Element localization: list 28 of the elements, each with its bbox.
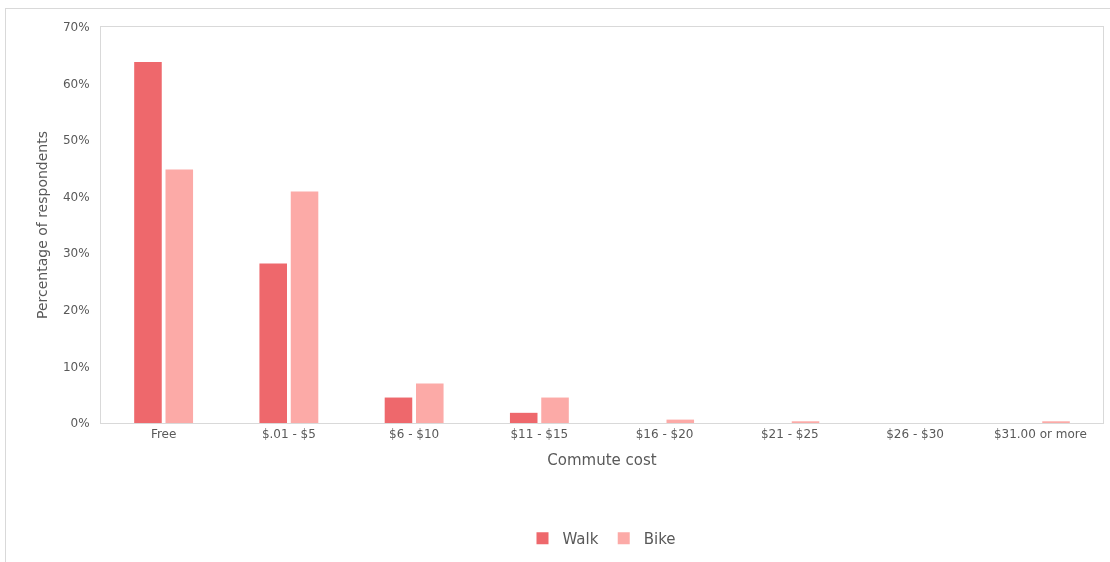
y-tick-label: 60% bbox=[62, 76, 90, 91]
y-tick-label: 70% bbox=[62, 20, 90, 35]
bar bbox=[290, 191, 319, 423]
x-tick-label: $.01 - $5 bbox=[261, 427, 316, 442]
bar bbox=[509, 412, 538, 423]
x-tick-label: $26 - $30 bbox=[886, 427, 945, 442]
x-tick-label: $31.00 or more bbox=[993, 427, 1087, 442]
bar bbox=[134, 62, 162, 423]
x-tick-label: Free bbox=[150, 427, 177, 442]
y-axis-title: Percentage of respondents bbox=[33, 131, 50, 319]
y-tick-label: 10% bbox=[62, 359, 90, 374]
bar bbox=[416, 383, 444, 423]
bar bbox=[384, 397, 413, 423]
x-tick-label: $11 - $15 bbox=[510, 427, 569, 442]
x-axis-title: Commute cost bbox=[547, 451, 657, 470]
y-tick-label: 40% bbox=[62, 189, 90, 204]
y-tick-label: 20% bbox=[62, 303, 90, 318]
legend-label: Bike bbox=[643, 530, 676, 549]
y-tick-label: 0% bbox=[70, 416, 90, 431]
y-tick-label: 30% bbox=[62, 246, 90, 261]
legend-label: Walk bbox=[562, 530, 599, 549]
x-tick-label: $6 - $10 bbox=[389, 427, 440, 442]
bar bbox=[259, 263, 287, 423]
x-tick-label: $16 - $20 bbox=[635, 427, 694, 442]
bar bbox=[541, 397, 569, 423]
x-tick-label: $21 - $25 bbox=[760, 427, 819, 442]
bar bbox=[165, 169, 194, 423]
y-tick-label: 50% bbox=[62, 133, 90, 148]
